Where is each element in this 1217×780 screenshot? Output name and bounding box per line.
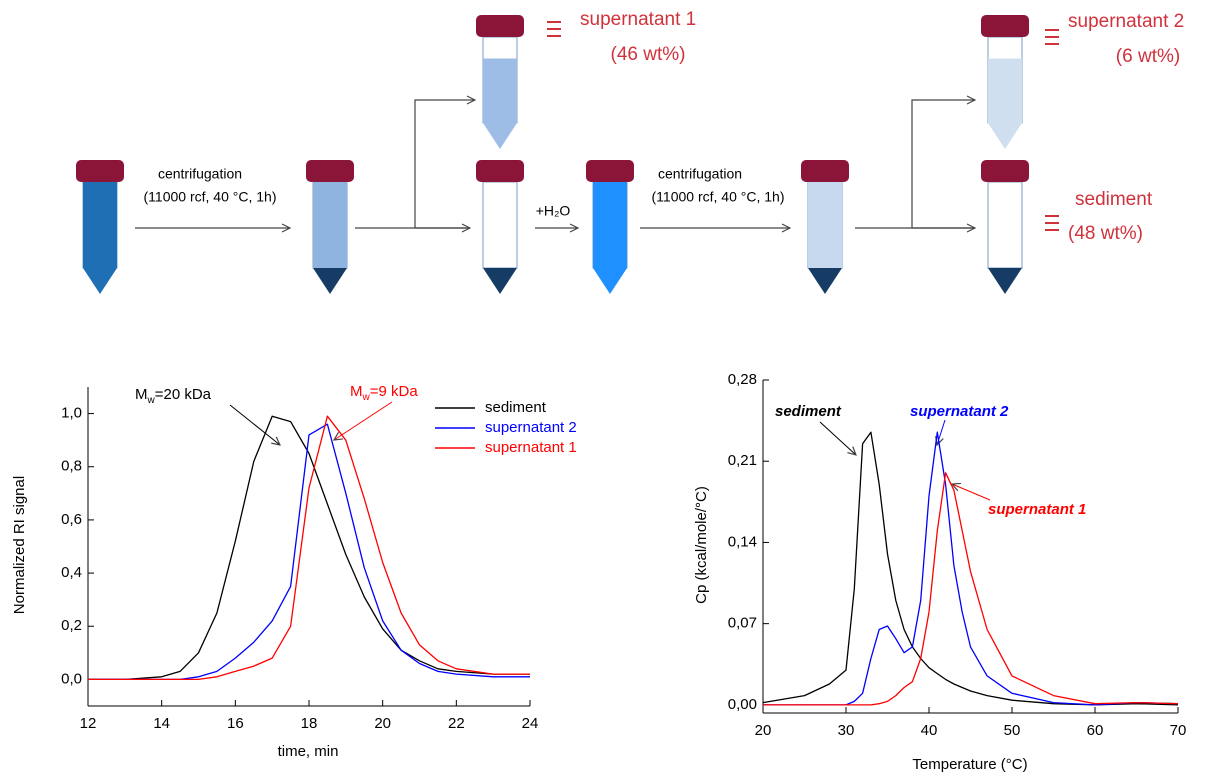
tube-cap xyxy=(306,160,354,182)
tube-body-outline xyxy=(482,181,518,269)
series-label: supernatant 2 xyxy=(910,403,1009,420)
tube-cap xyxy=(476,15,524,37)
y-tick-label: 0,2 xyxy=(61,617,82,634)
x-tick-label: 40 xyxy=(921,722,938,739)
x-tick-label: 22 xyxy=(448,715,465,732)
annotation-arrow xyxy=(952,484,991,501)
x-tick-label: 12 xyxy=(80,715,97,732)
step-text: centrifugation xyxy=(658,166,742,182)
tube-cap xyxy=(76,160,124,182)
tube-tip xyxy=(988,123,1022,149)
tube-fill xyxy=(988,58,1022,123)
tube-tip xyxy=(483,268,517,294)
annotation-arrow xyxy=(819,421,856,455)
tube-tip xyxy=(313,268,347,294)
y-tick-label: 0,4 xyxy=(61,564,82,581)
y-tick-label: 0,6 xyxy=(61,511,82,528)
tube-fill xyxy=(313,182,347,268)
step-text: centrifugation xyxy=(158,166,242,182)
x-tick-label: 16 xyxy=(227,715,244,732)
annotation-part: =9 kDa xyxy=(370,383,419,400)
tube-cap xyxy=(981,15,1029,37)
x-tick-label: 70 xyxy=(1170,722,1187,739)
water-label: +H₂O xyxy=(536,203,571,219)
fraction-name: supernatant 2 xyxy=(1068,11,1184,32)
tube-fill xyxy=(83,182,117,268)
y-tick-label: 1,0 xyxy=(61,405,82,422)
tube-tip xyxy=(83,268,117,294)
tube-cap xyxy=(586,160,634,182)
tubes xyxy=(76,15,1029,294)
annotation-part: w xyxy=(147,395,156,406)
series-line xyxy=(763,472,1179,706)
legend-label: supernatant 1 xyxy=(485,439,577,456)
annotation-part: M xyxy=(350,383,363,400)
y-tick-label: 0,14 xyxy=(728,533,757,550)
x-tick-label: 14 xyxy=(153,715,170,732)
y-tick-label: 0,21 xyxy=(728,452,757,469)
process-arrows xyxy=(135,100,975,228)
annotation-part: M xyxy=(135,386,148,403)
tube-fill xyxy=(483,58,517,123)
tube-tip xyxy=(593,268,627,294)
fraction-amount: (46 wt%) xyxy=(611,44,686,65)
annotation-arrow xyxy=(229,404,280,445)
fraction-name: supernatant 1 xyxy=(580,9,696,30)
series-label: supernatant 1 xyxy=(988,501,1086,518)
step-text: (11000 rcf, 40 °C, 1h) xyxy=(652,189,785,205)
tube-tip xyxy=(988,268,1022,294)
annotation-part: w xyxy=(362,392,371,403)
y-tick-label: 0,00 xyxy=(728,696,757,713)
legend-label: supernatant 2 xyxy=(485,419,577,436)
series-line xyxy=(88,415,530,681)
x-tick-label: 18 xyxy=(301,715,318,732)
annotation: Mw=9 kDa xyxy=(350,383,418,403)
series-label: sediment xyxy=(775,403,842,420)
tube-fill xyxy=(593,182,627,268)
x-axis-title: time, min xyxy=(278,743,339,760)
y-tick-label: 0,28 xyxy=(728,371,757,388)
annotation-arrow xyxy=(334,401,393,440)
legend-label: sediment xyxy=(485,399,547,416)
tube-tip xyxy=(483,123,517,149)
x-axis-title: Temperature (°C) xyxy=(912,756,1027,773)
x-tick-label: 60 xyxy=(1087,722,1104,739)
fraction-amount: (6 wt%) xyxy=(1116,46,1180,67)
tube-cap xyxy=(476,160,524,182)
equiv xyxy=(1045,215,1059,231)
equiv xyxy=(547,21,561,37)
arrow xyxy=(855,100,975,229)
y-tick-label: 0,07 xyxy=(728,615,757,632)
series-line xyxy=(763,431,1179,706)
series-line xyxy=(88,423,530,681)
tube-body-outline xyxy=(987,181,1023,269)
series-line xyxy=(88,415,530,681)
y-axis-title: Cp (kcal/mole/°C) xyxy=(693,486,710,604)
x-tick-label: 20 xyxy=(374,715,391,732)
x-tick-label: 24 xyxy=(522,715,539,732)
arrow xyxy=(355,100,475,229)
x-tick-label: 20 xyxy=(755,722,772,739)
tube-cap xyxy=(981,160,1029,182)
x-tick-label: 30 xyxy=(838,722,855,739)
tube-tip xyxy=(808,268,842,294)
fraction-amount: (48 wt%) xyxy=(1068,223,1143,244)
x-tick-label: 50 xyxy=(1004,722,1021,739)
equiv xyxy=(1045,29,1059,45)
tube-cap xyxy=(801,160,849,182)
annotation: Mw=20 kDa xyxy=(135,386,212,406)
y-axis-title: Normalized RI signal xyxy=(11,476,28,614)
tube-fill xyxy=(808,182,842,268)
equiv-signs xyxy=(547,21,1059,231)
y-tick-label: 0,8 xyxy=(61,458,82,475)
y-tick-label: 0,0 xyxy=(61,670,82,687)
annotation-part: =20 kDa xyxy=(155,386,212,403)
step-text: (11000 rcf, 40 °C, 1h) xyxy=(144,189,277,205)
fraction-name: sediment xyxy=(1075,189,1153,210)
